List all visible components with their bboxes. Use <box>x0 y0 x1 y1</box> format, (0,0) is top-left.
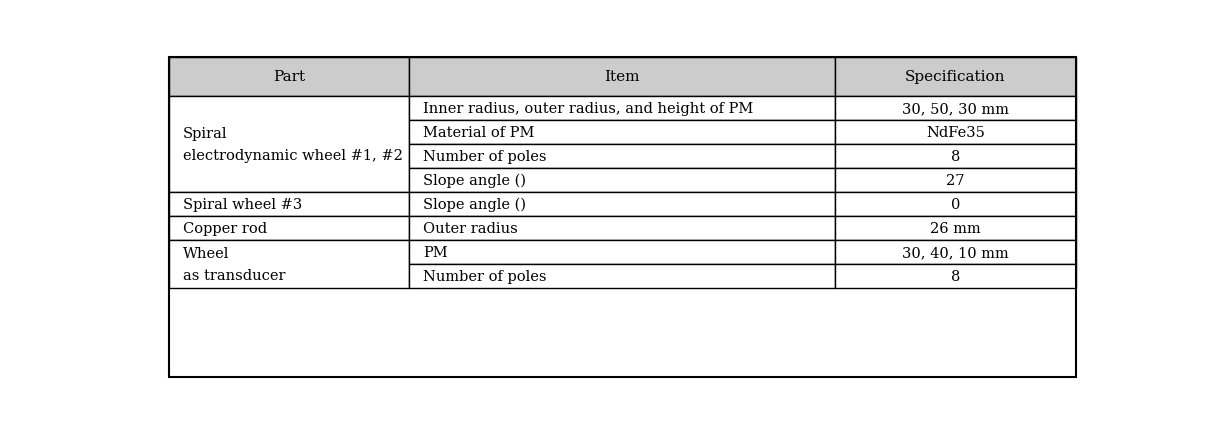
Bar <box>835 264 1076 289</box>
Text: PM: PM <box>424 246 448 259</box>
Text: Inner radius, outer radius, and height of PM: Inner radius, outer radius, and height o… <box>424 101 754 116</box>
Text: 8: 8 <box>951 150 960 163</box>
Bar <box>835 240 1076 264</box>
Text: 27: 27 <box>946 174 965 187</box>
Text: 30, 40, 10 mm: 30, 40, 10 mm <box>902 246 1009 259</box>
Text: Item: Item <box>605 70 640 84</box>
Bar <box>169 58 409 97</box>
Text: Specification: Specification <box>906 70 1005 84</box>
Bar <box>835 193 1076 216</box>
Bar <box>409 264 835 289</box>
Text: Material of PM: Material of PM <box>424 126 534 140</box>
Bar <box>835 216 1076 240</box>
Bar <box>409 120 835 144</box>
Text: NdFe35: NdFe35 <box>926 126 985 140</box>
Bar <box>409 240 835 264</box>
Text: Copper rod: Copper rod <box>183 221 267 236</box>
Bar <box>169 240 409 289</box>
Bar <box>409 169 835 193</box>
Bar <box>835 97 1076 120</box>
Bar <box>409 193 835 216</box>
Text: 8: 8 <box>951 270 960 283</box>
Bar <box>409 58 835 97</box>
Bar <box>409 144 835 169</box>
Text: Spiral wheel #3: Spiral wheel #3 <box>183 197 302 212</box>
Bar <box>835 120 1076 144</box>
Bar <box>169 193 409 216</box>
Bar <box>169 216 409 240</box>
Bar <box>835 58 1076 97</box>
Bar <box>409 97 835 120</box>
Bar <box>835 169 1076 193</box>
Bar <box>409 216 835 240</box>
Bar <box>169 97 409 193</box>
Text: Slope angle (): Slope angle () <box>424 173 526 188</box>
Text: Number of poles: Number of poles <box>424 270 546 283</box>
Text: 26 mm: 26 mm <box>930 221 981 236</box>
Text: Spiral
electrodynamic wheel #1, #2: Spiral electrodynamic wheel #1, #2 <box>183 126 403 163</box>
Bar <box>835 144 1076 169</box>
Text: 0: 0 <box>951 197 960 212</box>
Text: 30, 50, 30 mm: 30, 50, 30 mm <box>902 101 1009 116</box>
Text: Wheel
as transducer: Wheel as transducer <box>183 246 285 283</box>
Text: Part: Part <box>273 70 305 84</box>
Text: Number of poles: Number of poles <box>424 150 546 163</box>
Text: Slope angle (): Slope angle () <box>424 197 526 212</box>
Text: Outer radius: Outer radius <box>424 221 518 236</box>
